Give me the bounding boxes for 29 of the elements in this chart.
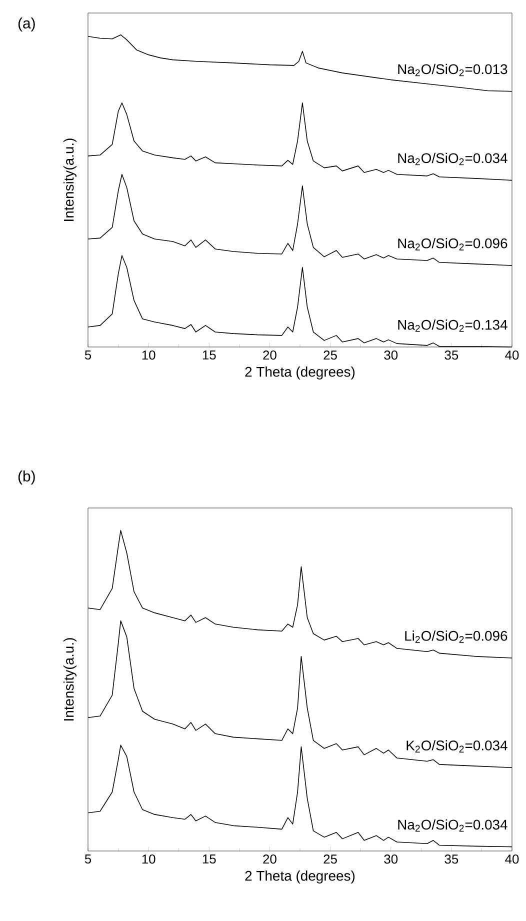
x-tick-label: 15 (202, 854, 216, 864)
y-axis-title: Intensity(a.u.) (63, 638, 76, 720)
x-tick-label: 5 (84, 854, 92, 864)
x-tick-label: 40 (505, 350, 519, 360)
series-label: Na$_{2}$O/SiO$_{2}$=0.134 (398, 320, 508, 332)
series-label: Na$_{2}$O/SiO$_{2}$=0.034 (398, 152, 508, 166)
chart-title: (b) (18, 470, 35, 484)
x-tick-label: 20 (263, 854, 276, 864)
series-label: Na$_{2}$O/SiO$_{2}$=0.034 (398, 819, 508, 832)
x-tick-label: 35 (444, 854, 458, 864)
x-tick-label: 20 (263, 350, 276, 360)
x-tick-label: 10 (142, 350, 156, 360)
series-label: Na$_{2}$O/SiO$_{2}$=0.013 (398, 64, 508, 76)
x-axis-title: 2 Theta (degrees) (245, 366, 355, 380)
x-tick-label: 25 (324, 854, 337, 864)
series-label: Na$_{2}$O/SiO$_{2}$=0.096 (398, 238, 508, 250)
series-label: Li$_{2}$O/SiO$_{2}$=0.096 (405, 630, 508, 643)
x-tick-label: 30 (384, 350, 398, 360)
x-tick-label: 40 (505, 854, 519, 864)
x-tick-label: 30 (384, 854, 398, 864)
x-tick-label: 25 (324, 350, 337, 360)
series-label: K$_{2}$O/SiO$_{2}$=0.034 (406, 740, 508, 752)
y-axis-title: Intensity(a.u.) (63, 138, 76, 221)
x-tick-label: 10 (142, 854, 156, 864)
x-tick-label: 15 (202, 350, 216, 360)
chart-title: (a) (18, 18, 35, 32)
x-tick-label: 5 (84, 350, 92, 360)
x-axis-title: 2 Theta (degrees) (245, 870, 355, 884)
x-tick-label: 35 (444, 350, 458, 360)
